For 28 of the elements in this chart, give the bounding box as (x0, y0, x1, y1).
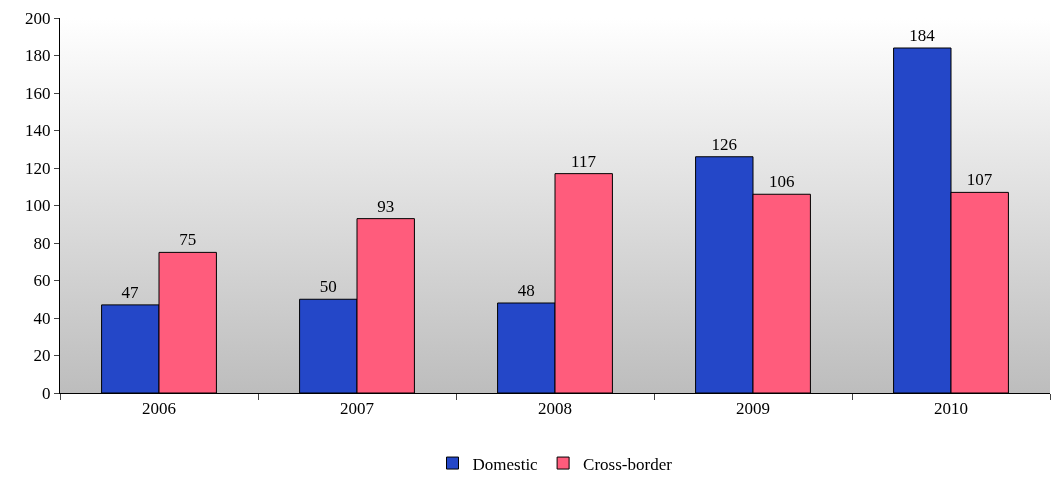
x-tick-label: 2008 (538, 399, 572, 419)
legend-label: Domestic (472, 454, 539, 474)
x-tick-label: 2007 (340, 399, 375, 419)
y-tick-label: 20 (33, 346, 51, 366)
legend-label: Cross-border (583, 454, 673, 474)
y-tick-label: 100 (25, 196, 51, 216)
y-tick-label: 160 (25, 83, 51, 103)
x-tick-label: 2010 (934, 399, 968, 419)
x-tick-label: 2009 (736, 399, 770, 419)
data-label: 75 (179, 230, 197, 250)
data-label: 126 (711, 134, 738, 154)
y-tick-label: 120 (25, 158, 51, 178)
y-tick-label: 80 (33, 233, 51, 253)
y-tick-label: 180 (25, 46, 51, 66)
data-label: 107 (966, 170, 993, 190)
y-tick-label: 60 (33, 271, 51, 291)
y-tick-label: 40 (33, 308, 51, 328)
x-tick-label: 2006 (142, 399, 176, 419)
data-label: 117 (571, 151, 597, 171)
data-label: 184 (909, 26, 936, 45)
y-tick-label: 0 (42, 383, 51, 403)
data-label: 93 (377, 196, 395, 216)
data-label: 47 (121, 282, 140, 302)
data-label: 106 (768, 172, 795, 192)
data-label: 50 (319, 277, 337, 297)
y-tick-label: 200 (25, 8, 51, 28)
data-label: 48 (517, 281, 535, 300)
y-tick-label: 140 (25, 121, 51, 141)
